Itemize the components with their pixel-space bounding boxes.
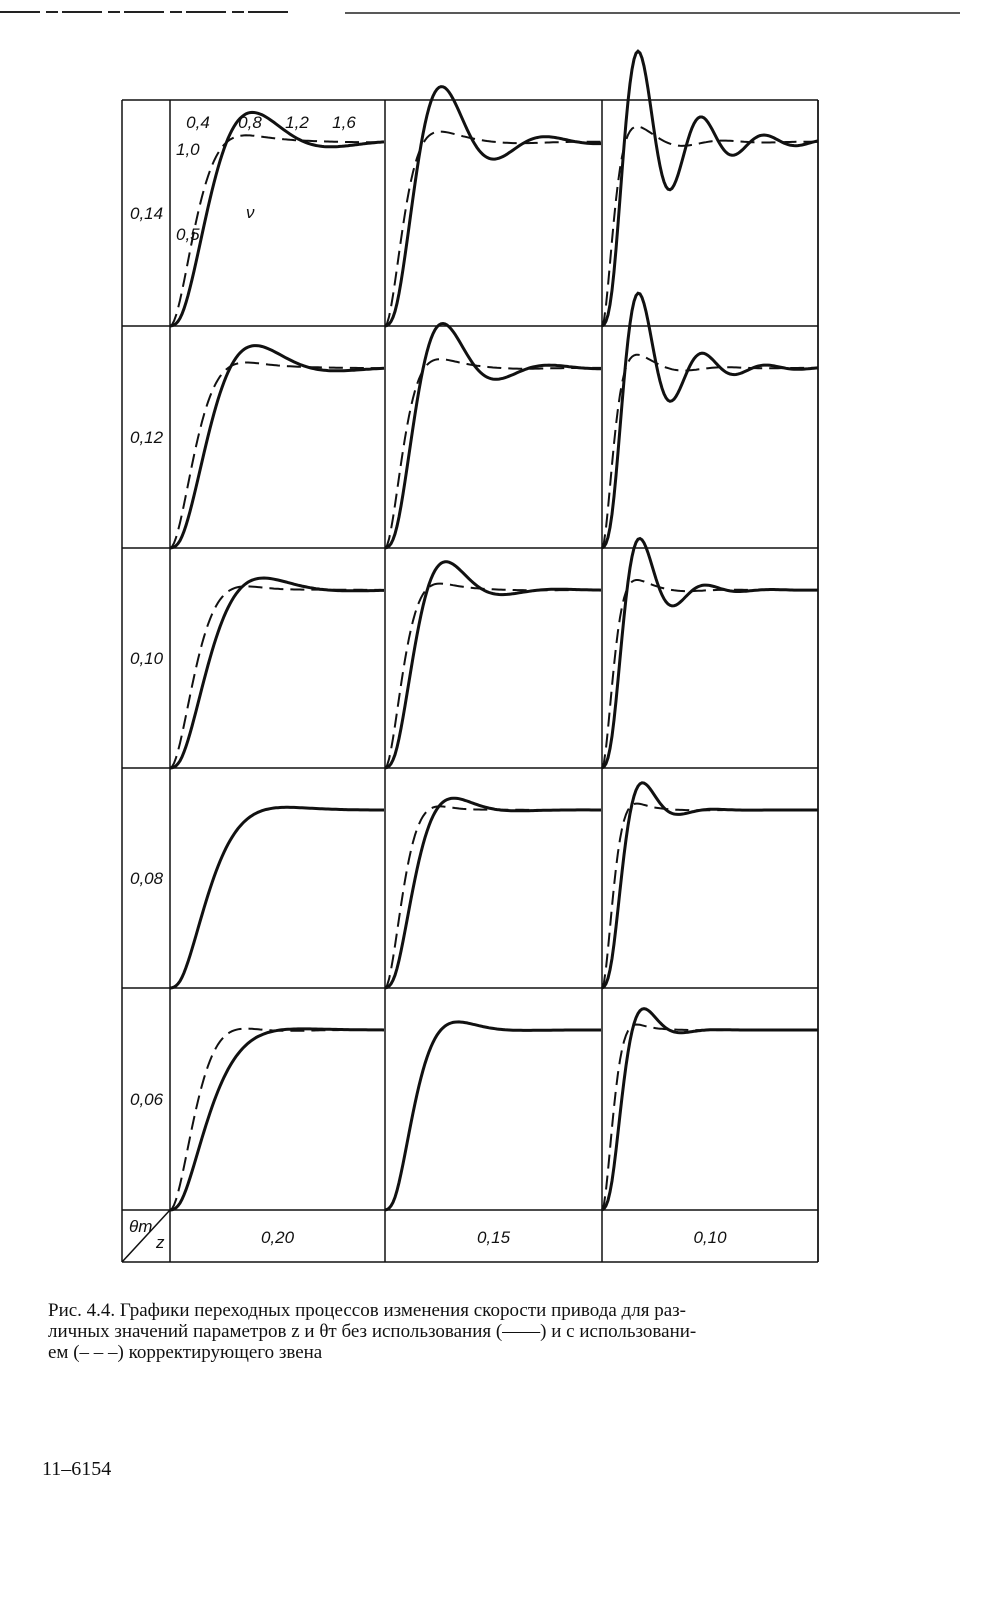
row-label: 0,08 (130, 869, 164, 888)
figure-grid: 0,14 0,12 0,10 0,08 0,06 0,20 0,15 0,10 (121, 99, 819, 1263)
column-label: 0,20 (261, 1228, 295, 1247)
y-tick: 0,5 (176, 225, 200, 244)
page-number: 11–6154 (42, 1458, 112, 1480)
solid-curve (169, 344, 385, 550)
solid-curve (384, 321, 601, 550)
solid-curve (169, 1027, 385, 1212)
dashed-curve (601, 353, 818, 549)
solid-curve (169, 576, 384, 770)
corner-column-symbol: z (155, 1233, 165, 1252)
column-label: 0,10 (693, 1228, 727, 1247)
corner-row-symbol: θт (129, 1217, 152, 1236)
dashed-curve (601, 579, 818, 769)
dashed-curve (169, 1027, 384, 1211)
dashed-curve (384, 130, 601, 327)
caption-line: личных значений параметров z и θт без ис… (48, 1321, 697, 1342)
x-tick: 0,4 (186, 113, 210, 132)
row-label: 0,14 (130, 204, 163, 223)
dashed-curve (384, 805, 601, 989)
solid-curve (601, 536, 818, 770)
x-tick: 1,6 (332, 113, 356, 132)
y-tick: 1,0 (176, 140, 200, 159)
dashed-curve (601, 1023, 818, 1211)
solid-curve (601, 49, 819, 328)
caption-line: ем (– – –) корректирующего звена (48, 1342, 323, 1363)
dashed-curve (384, 582, 601, 769)
solid-curve (384, 560, 602, 770)
dashed-curve (169, 361, 384, 549)
curve-label: ν (246, 203, 255, 222)
solid-curve (601, 781, 818, 990)
grid-line (121, 1209, 171, 1263)
row-label: 0,12 (130, 428, 164, 447)
solid-curve (384, 796, 601, 990)
dashed-curve (169, 134, 384, 327)
solid-curve (601, 1007, 818, 1212)
dashed-curve (169, 585, 384, 769)
dashed-curve (384, 358, 601, 549)
column-label: 0,15 (477, 1228, 511, 1247)
solid-curve (384, 1020, 601, 1212)
plots (169, 49, 819, 1212)
row-label: 0,06 (130, 1090, 164, 1109)
solid-curve (169, 110, 385, 328)
solid-curve (601, 291, 819, 550)
x-tick: 1,2 (285, 113, 309, 132)
x-tick: 0,8 (238, 113, 262, 132)
solid-curve (169, 805, 384, 990)
dashed-curve (601, 125, 818, 327)
caption-line: Рис. 4.4. Графики переходных процессов и… (48, 1300, 686, 1321)
dashed-curve (601, 802, 818, 989)
row-label: 0,10 (130, 649, 164, 668)
solid-curve (384, 85, 601, 328)
